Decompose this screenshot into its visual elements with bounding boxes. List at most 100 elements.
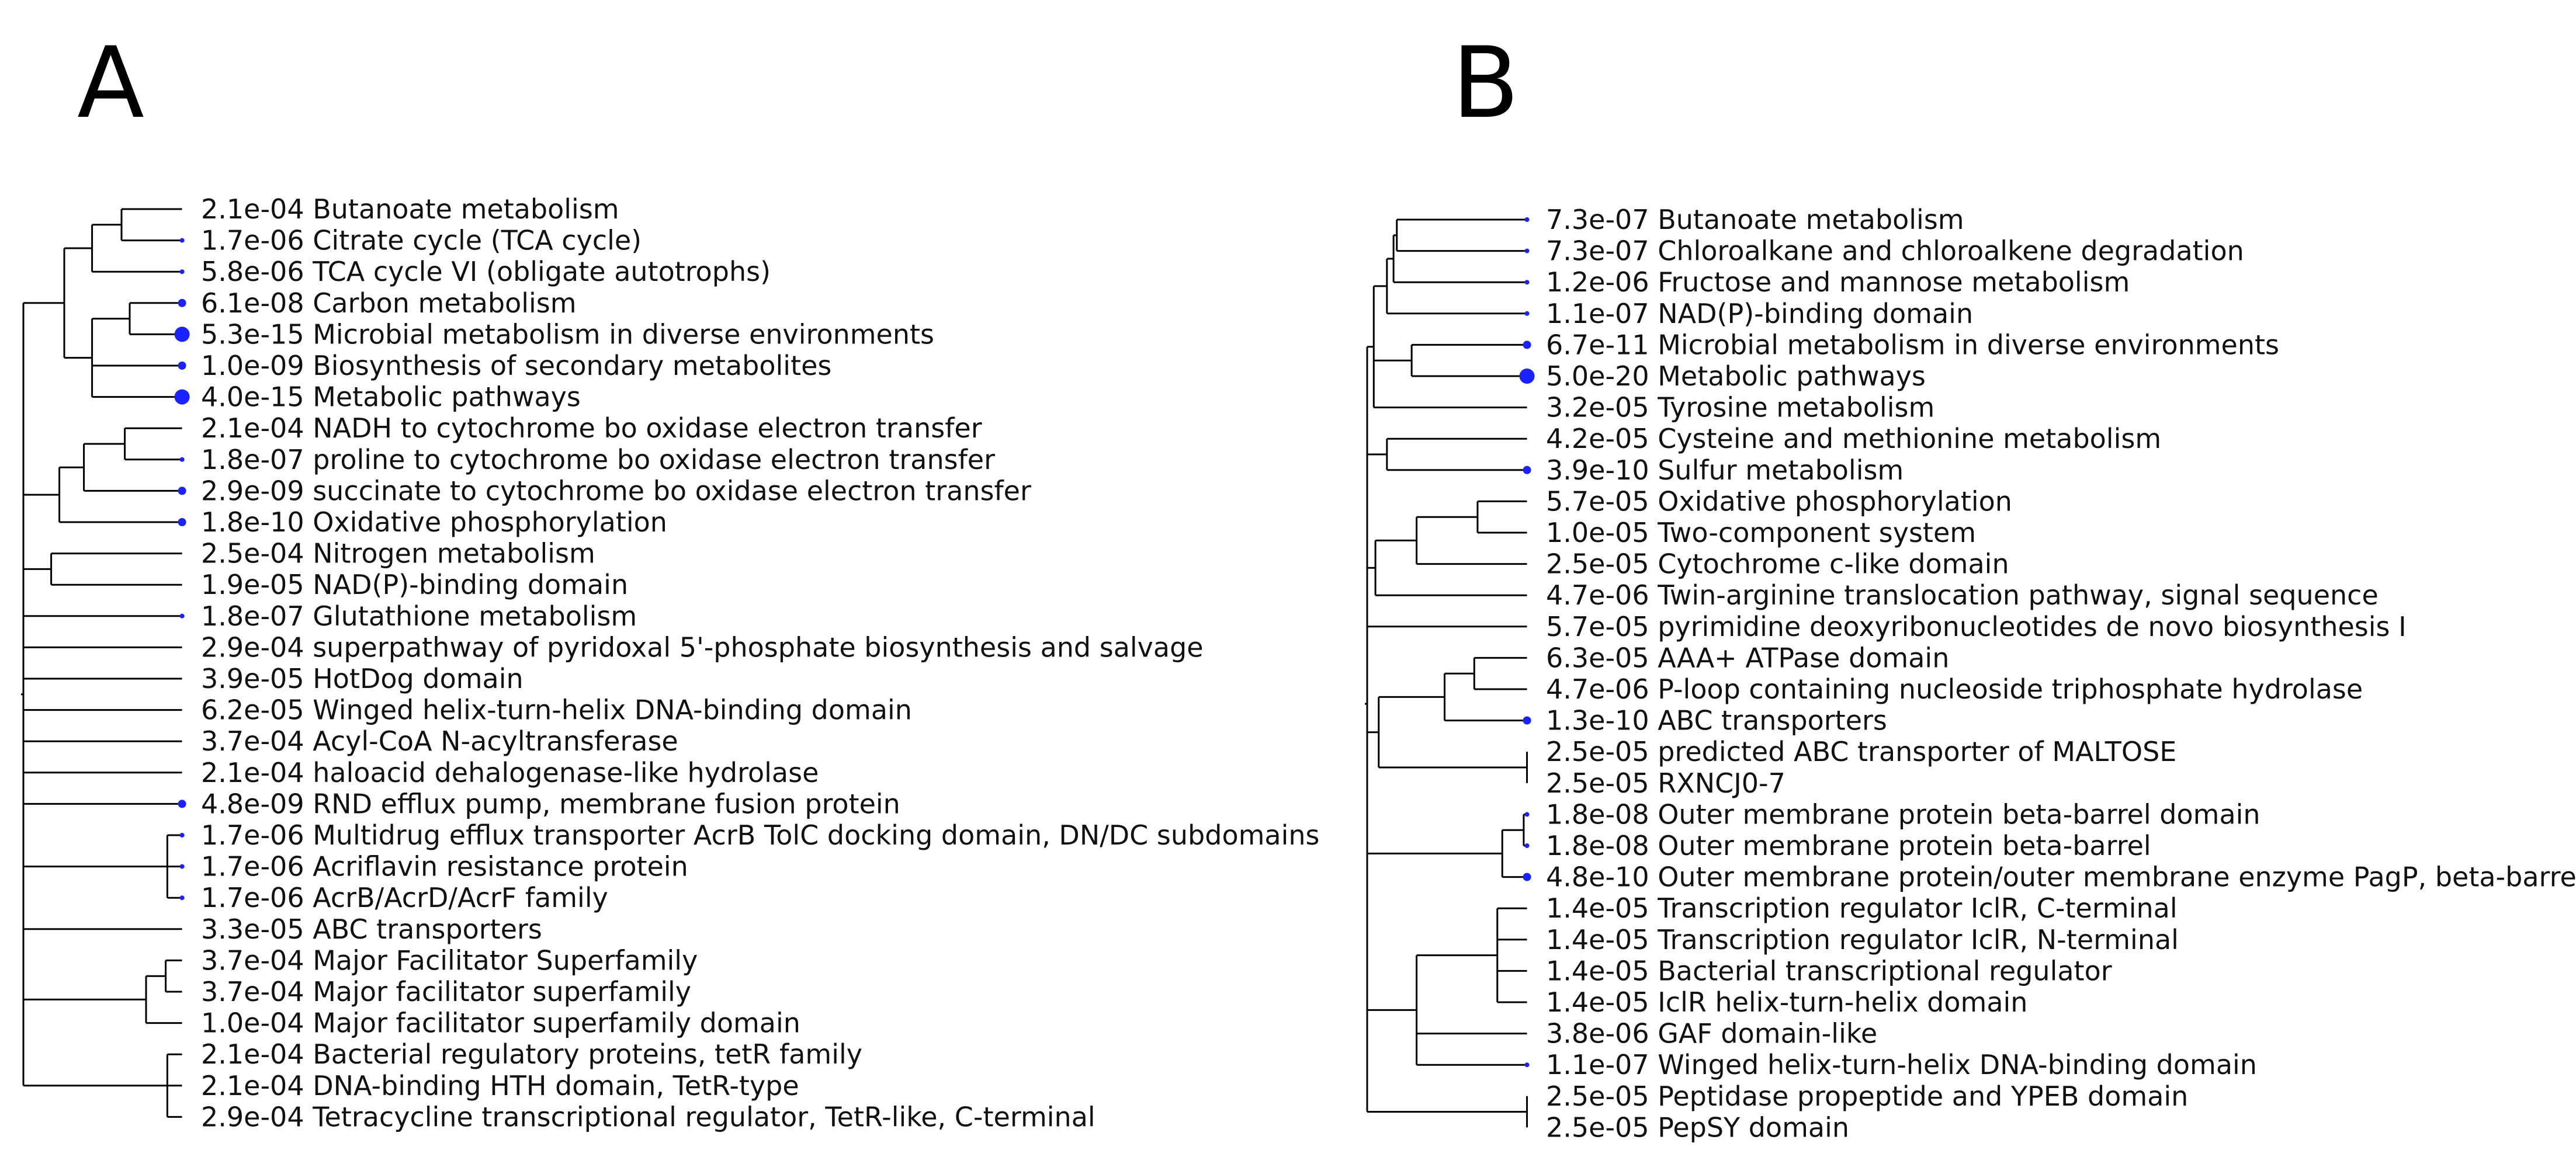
leaf-pvalue: 3.7e-04	[201, 944, 304, 976]
leaf-pvalue: 1.8e-08	[1546, 830, 1649, 861]
leaf-pvalue: 4.8e-10	[1546, 861, 1649, 893]
leaf-pvalue: 2.5e-05	[1546, 767, 1649, 799]
leaf-label: 1.7e-06 Citrate cycle (TCA cycle)	[201, 225, 642, 256]
leaf-term: NADH to cytochrome bo oxidase electron t…	[304, 412, 982, 444]
significance-dot	[1524, 812, 1530, 817]
panel-a-letter: A	[77, 26, 144, 140]
leaf-term: Fructose and mannose metabolism	[1649, 266, 2130, 298]
leaf-pvalue: 2.5e-04	[201, 538, 304, 569]
leaf-pvalue: 1.4e-05	[1546, 986, 1649, 1018]
leaf-term: NAD(P)-binding domain	[1649, 298, 1974, 329]
leaf-term: RND efflux pump, membrane fusion protein	[304, 788, 900, 819]
leaf-pvalue: 4.7e-06	[1546, 579, 1649, 611]
leaf-label: 1.1e-07 Winged helix-turn-helix DNA-bind…	[1546, 1049, 2257, 1080]
leaf-term: Bacterial regulatory proteins, tetR fami…	[304, 1038, 862, 1070]
leaf-label: 2.5e-05 PepSY domain	[1546, 1111, 1849, 1143]
panel-b-letter: B	[1452, 26, 1519, 140]
leaf-label: 5.7e-05 pyrimidine deoxyribonucleotides …	[1546, 611, 2407, 642]
leaf-label: 2.9e-04 Tetracycline transcriptional reg…	[201, 1101, 1095, 1132]
leaf-label: 4.7e-06 Twin-arginine translocation path…	[1546, 579, 2379, 611]
leaf-label: 1.4e-05 Transcription regulator IclR, C-…	[1546, 892, 2178, 924]
significance-dot	[179, 864, 185, 869]
leaf-term: Microbial metabolism in diverse environm…	[1649, 329, 2279, 360]
leaf-term: RXNCJ0-7	[1649, 767, 1785, 799]
leaf-pvalue: 1.7e-06	[201, 819, 304, 851]
leaf-pvalue: 1.3e-10	[1546, 705, 1649, 736]
leaf-pvalue: 2.9e-04	[201, 631, 304, 663]
significance-dot	[1524, 248, 1530, 253]
significance-dot	[174, 326, 190, 342]
leaf-label: 1.4e-05 Transcription regulator IclR, N-…	[1546, 924, 2179, 955]
leaf-pvalue: 3.7e-04	[201, 976, 304, 1007]
leaf-pvalue: 1.0e-05	[1546, 517, 1649, 548]
leaf-label: 4.0e-15 Metabolic pathways	[201, 381, 581, 413]
panel-a-tree	[21, 208, 182, 1118]
significance-dot	[1524, 1062, 1530, 1068]
leaf-term: Multidrug efflux transporter AcrB TolC d…	[304, 819, 1320, 851]
leaf-pvalue: 1.7e-06	[201, 851, 304, 882]
leaf-term: Butanoate metabolism	[304, 193, 619, 225]
leaf-term: Cysteine and methionine metabolism	[1649, 423, 2162, 454]
leaf-label: 2.9e-09 succinate to cytochrome bo oxida…	[201, 475, 1031, 506]
significance-dot	[179, 895, 185, 901]
leaf-term: TCA cycle VI (obligate autotrophs)	[304, 256, 771, 287]
leaf-pvalue: 3.7e-04	[201, 725, 304, 757]
leaf-term: AcrB/AcrD/AcrF family	[304, 882, 608, 913]
leaf-pvalue: 2.5e-05	[1546, 1080, 1649, 1112]
leaf-pvalue: 2.9e-09	[201, 475, 304, 506]
leaf-term: Butanoate metabolism	[1649, 204, 1964, 235]
significance-dot	[178, 362, 186, 370]
significance-dot	[178, 518, 186, 526]
leaf-pvalue: 2.1e-04	[201, 193, 304, 225]
significance-dot	[1524, 843, 1530, 848]
leaf-term: Glutathione metabolism	[304, 600, 637, 632]
leaf-pvalue: 4.8e-09	[201, 788, 304, 819]
leaf-term: Chloroalkane and chloroalkene degradatio…	[1649, 235, 2244, 267]
leaf-pvalue: 2.1e-04	[201, 757, 304, 788]
leaf-pvalue: 3.3e-05	[201, 913, 304, 945]
leaf-label: 1.0e-05 Two-component system	[1546, 517, 1976, 548]
leaf-term: Oxidative phosphorylation	[304, 506, 667, 538]
leaf-pvalue: 2.5e-05	[1546, 1111, 1649, 1143]
leaf-term: Biosynthesis of secondary metabolites	[304, 350, 832, 381]
leaf-label: 6.7e-11 Microbial metabolism in diverse …	[1546, 329, 2279, 360]
leaf-label: 7.3e-07 Chloroalkane and chloroalkene de…	[1546, 235, 2244, 267]
leaf-pvalue: 7.3e-07	[1546, 204, 1649, 235]
significance-dot	[178, 487, 186, 495]
leaf-pvalue: 3.9e-05	[201, 663, 304, 694]
leaf-term: Metabolic pathways	[304, 381, 581, 413]
significance-dot	[1523, 716, 1531, 725]
leaf-term: Major Facilitator Superfamily	[304, 944, 698, 976]
leaf-label: 5.7e-05 Oxidative phosphorylation	[1546, 485, 2012, 517]
significance-dot	[1524, 217, 1530, 222]
leaf-pvalue: 3.8e-06	[1546, 1018, 1649, 1050]
leaf-term: predicted ABC transporter of MALTOSE	[1649, 736, 2177, 767]
leaf-pvalue: 5.7e-05	[1546, 485, 1649, 517]
leaf-pvalue: 1.7e-06	[201, 225, 304, 256]
leaf-label: 1.8e-08 Outer membrane protein beta-barr…	[1546, 798, 2260, 830]
leaf-term: Nitrogen metabolism	[304, 538, 595, 569]
significance-dot	[1523, 465, 1531, 474]
leaf-pvalue: 6.2e-05	[201, 694, 304, 726]
leaf-pvalue: 1.8e-08	[1546, 798, 1649, 830]
leaf-term: PepSY domain	[1649, 1111, 1849, 1143]
leaf-term: Transcription regulator IclR, C-terminal	[1649, 892, 2178, 924]
leaf-label: 3.3e-05 ABC transporters	[201, 913, 542, 945]
leaf-label: 4.7e-06 P-loop containing nucleoside tri…	[1546, 673, 2363, 705]
leaf-term: GAF domain-like	[1649, 1018, 1878, 1050]
leaf-term: haloacid dehalogenase-like hydrolase	[304, 757, 819, 788]
leaf-label: 1.0e-09 Biosynthesis of secondary metabo…	[201, 350, 831, 381]
leaf-label: 4.2e-05 Cysteine and methionine metaboli…	[1546, 423, 2161, 454]
leaf-label: 2.1e-04 Bacterial regulatory proteins, t…	[201, 1038, 862, 1070]
leaf-term: HotDog domain	[304, 663, 523, 694]
leaf-pvalue: 4.0e-15	[201, 381, 304, 413]
leaf-pvalue: 2.5e-05	[1546, 548, 1649, 580]
leaf-term: succinate to cytochrome bo oxidase elect…	[304, 475, 1031, 506]
leaf-term: Transcription regulator IclR, N-terminal	[1649, 924, 2179, 955]
leaf-label: 2.1e-04 Butanoate metabolism	[201, 193, 619, 225]
leaf-label: 7.3e-07 Butanoate metabolism	[1546, 204, 1964, 235]
leaf-pvalue: 1.4e-05	[1546, 924, 1649, 955]
